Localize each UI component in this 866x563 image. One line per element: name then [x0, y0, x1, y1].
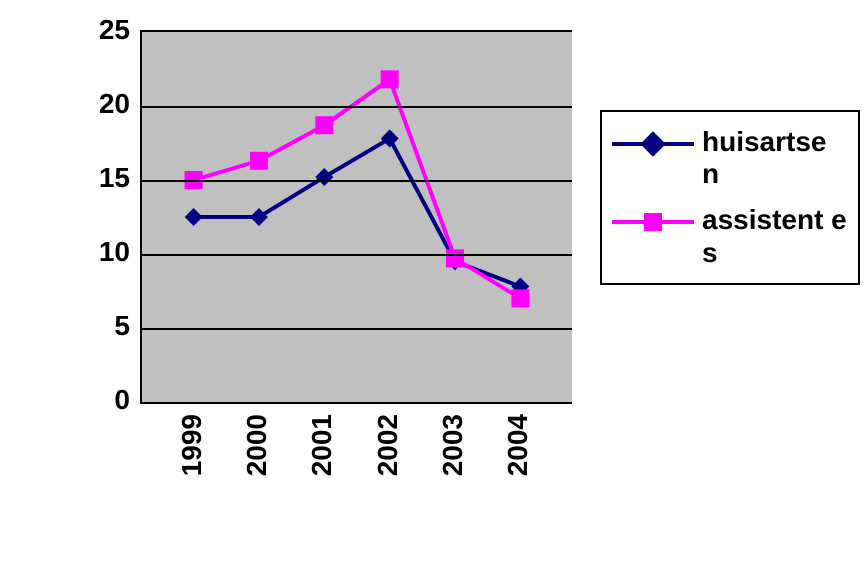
data-point-assistentes [511, 289, 529, 307]
data-point-huisartsen [185, 208, 203, 226]
y-tick-label: 15 [40, 162, 130, 194]
legend-item-huisartsen: huisartse n [612, 126, 848, 190]
gridline [142, 254, 572, 256]
x-tick-label: 2000 [241, 414, 273, 476]
line-chart: 0510152025 199920002001200220032004 huis… [40, 20, 826, 543]
legend-item-assistentes: assistent es [612, 204, 848, 268]
data-point-assistentes [315, 116, 333, 134]
y-tick-label: 5 [40, 310, 130, 342]
x-tick-label: 1999 [176, 414, 208, 476]
y-tick-label: 20 [40, 88, 130, 120]
data-point-assistentes [250, 152, 268, 170]
series-line-assistentes [194, 79, 521, 298]
legend-label-huisartsen: huisartse n [702, 126, 848, 190]
y-tick-label: 25 [40, 14, 130, 46]
x-tick-label: 2003 [437, 414, 469, 476]
legend-label-assistentes: assistent es [702, 204, 848, 268]
gridline [142, 106, 572, 108]
data-point-huisartsen [381, 130, 399, 148]
data-point-assistentes [446, 249, 464, 267]
y-tick-label: 0 [40, 384, 130, 416]
data-point-assistentes [381, 70, 399, 88]
legend: huisartse n assistent es [600, 110, 860, 285]
legend-marker-huisartsen [612, 130, 694, 158]
gridline [142, 180, 572, 182]
chart-series [142, 32, 572, 402]
gridline [142, 328, 572, 330]
x-tick-label: 2004 [502, 414, 534, 476]
series-line-huisartsen [194, 139, 521, 287]
x-tick-label: 2001 [306, 414, 338, 476]
legend-marker-assistentes [612, 208, 694, 236]
data-point-huisartsen [250, 208, 268, 226]
y-tick-label: 10 [40, 236, 130, 268]
x-tick-label: 2002 [372, 414, 404, 476]
plot-area [140, 30, 572, 404]
data-point-huisartsen [315, 168, 333, 186]
